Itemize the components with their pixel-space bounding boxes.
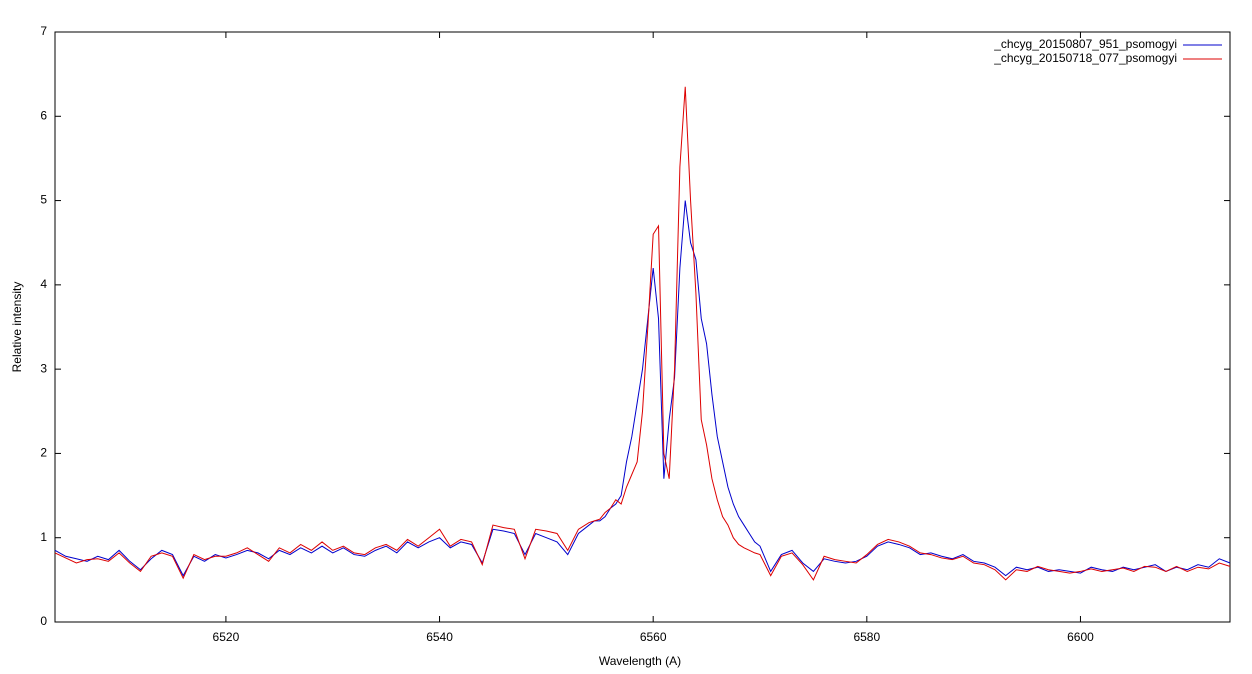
y-tick-label: 4 [40,277,47,291]
y-tick-label: 6 [40,108,47,122]
y-tick-label: 5 [40,193,47,207]
y-tick-label: 0 [40,614,47,628]
y-tick-label: 3 [40,361,47,375]
plot-frame [54,31,1231,623]
y-axis-label: Relative intensity [10,282,24,373]
x-tick-label: 6560 [640,630,667,644]
series-line [54,200,1231,577]
series-line [54,86,1231,581]
x-tick-label: 6580 [853,630,880,644]
y-tick-label: 7 [40,24,47,38]
legend-label: _chcyg_20150807_951_psomogyi [993,37,1177,51]
x-tick-label: 6520 [213,630,240,644]
x-tick-label: 6540 [426,630,453,644]
x-tick-label: 6600 [1067,630,1094,644]
y-tick-label: 2 [40,446,47,460]
legend-label: _chcyg_20150718_077_psomogyi [993,51,1177,65]
x-axis-label: Wavelength (A) [599,654,681,668]
y-tick-label: 1 [40,530,47,544]
